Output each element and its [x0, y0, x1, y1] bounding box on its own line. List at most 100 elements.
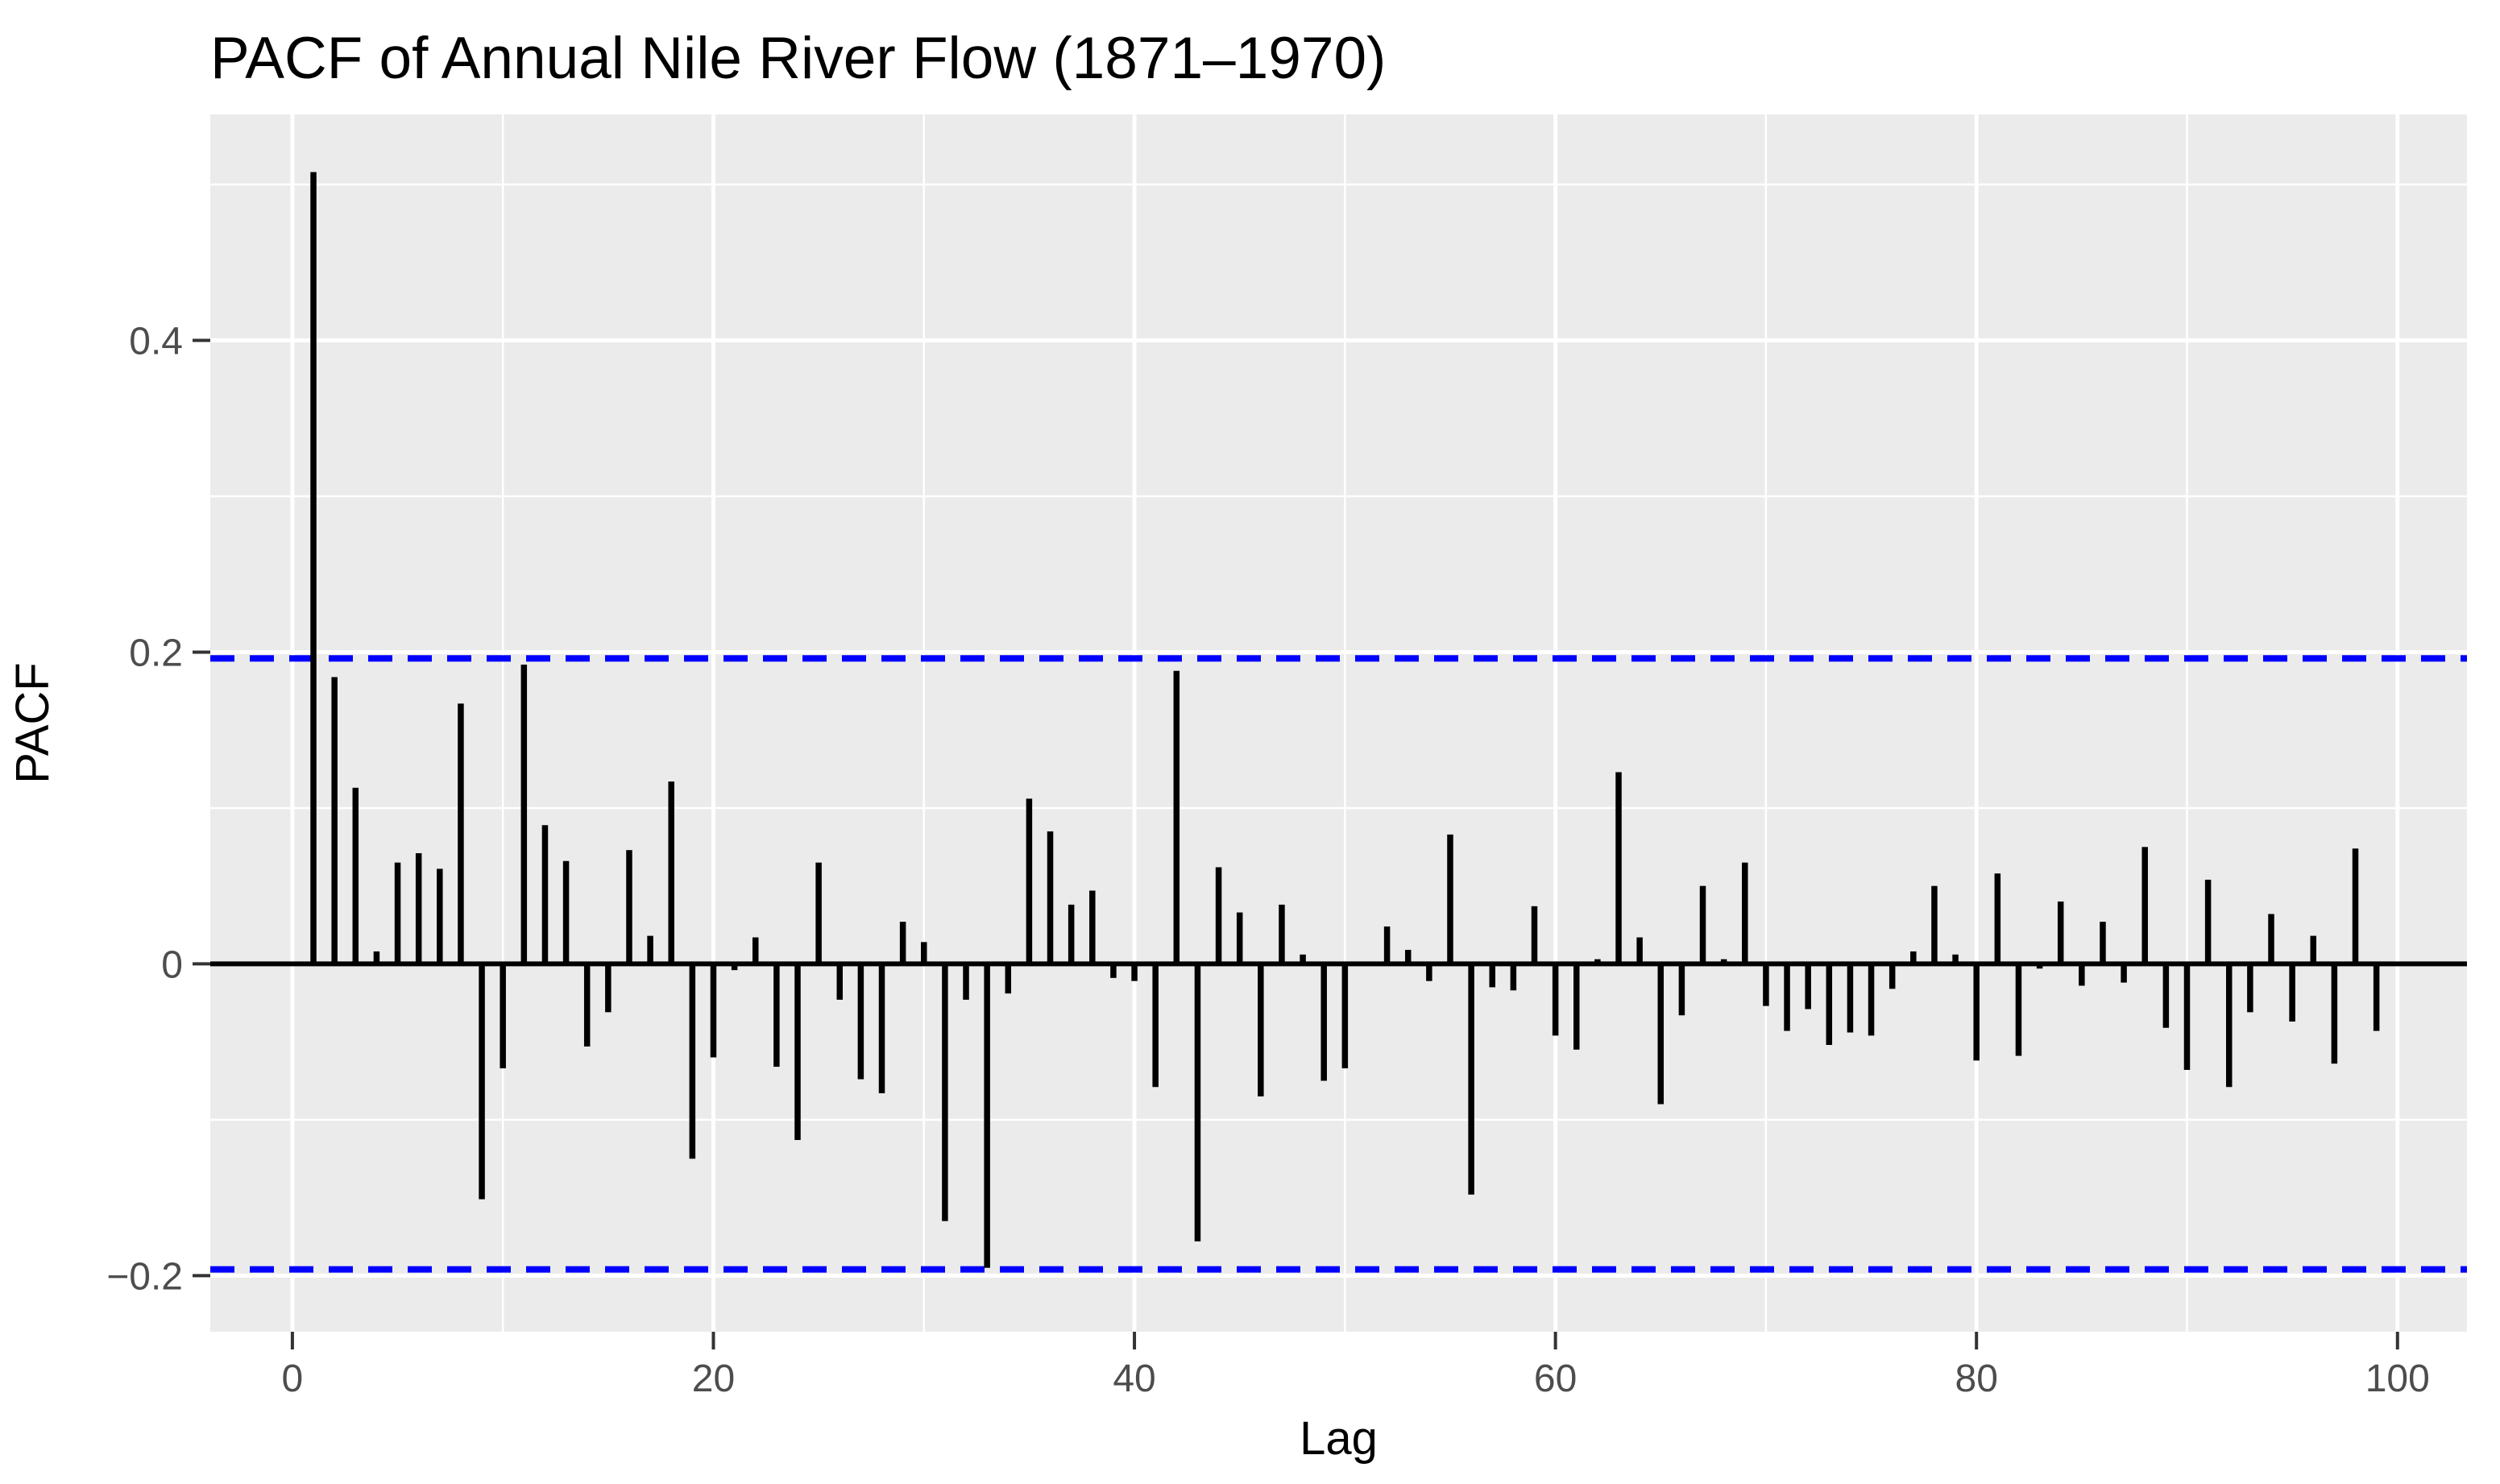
pacf-bar: [1068, 904, 1075, 964]
x-tick-label: 80: [1955, 1358, 1998, 1400]
pacf-bar: [899, 922, 906, 964]
minor-gridlines: [210, 114, 2467, 1332]
pacf-bar: [1805, 964, 1811, 1009]
pacf-bar: [1047, 831, 1054, 964]
pacf-bar: [1931, 885, 1938, 964]
pacf-bar: [921, 942, 927, 964]
pacf-bars: [310, 172, 2380, 1268]
pacf-bar: [647, 935, 653, 964]
pacf-bar: [1636, 937, 1643, 964]
pacf-bar: [583, 964, 591, 1047]
pacf-bar: [1404, 949, 1412, 964]
pacf-bar: [1868, 964, 1875, 1036]
x-tick-label: 40: [1113, 1358, 1155, 1400]
pacf-bar: [1089, 890, 1096, 964]
pacf-bar: [815, 862, 822, 964]
pacf-bar: [1236, 912, 1243, 964]
pacf-bar: [794, 964, 801, 1141]
x-tick-label: 100: [2365, 1358, 2430, 1400]
pacf-bar: [942, 964, 948, 1221]
pacf-bar: [1952, 954, 1959, 964]
pacf-bar: [2100, 922, 2106, 964]
pacf-bar: [2057, 902, 2064, 964]
pacf-bar: [2289, 964, 2295, 1022]
x-tick-label: 20: [692, 1358, 735, 1400]
pacf-bar: [1447, 834, 1453, 964]
pacf-bar: [479, 964, 485, 1200]
pacf-bar: [1468, 964, 1474, 1195]
pacf-bar: [1657, 964, 1665, 1105]
pacf-bar: [1005, 964, 1012, 994]
pacf-bar: [1510, 964, 1517, 991]
pacf-bar: [2015, 964, 2022, 1056]
pacf-bar: [373, 951, 380, 964]
pacf-bar: [1531, 906, 1538, 964]
pacf-bar: [394, 862, 401, 964]
pacf-bar: [1320, 964, 1327, 1081]
pacf-bar: [458, 703, 464, 964]
pacf-bar: [2204, 879, 2212, 964]
pacf-bar: [857, 964, 864, 1080]
pacf-bar: [1215, 867, 1222, 964]
pacf-bar: [984, 964, 990, 1268]
pacf-bar: [2036, 964, 2043, 969]
x-tick-label: 0: [282, 1358, 304, 1400]
pacf-bar: [2373, 964, 2380, 1031]
pacf-bar: [352, 787, 359, 964]
pacf-bar: [710, 964, 717, 1058]
pacf-bar: [2225, 964, 2233, 1088]
pacf-bar: [689, 964, 696, 1159]
pacf-bar: [1720, 959, 1727, 964]
pacf-bar: [437, 868, 443, 964]
pacf-bar: [1847, 964, 1854, 1033]
y-tick-label: 0: [161, 943, 183, 986]
pacf-bar: [1258, 964, 1264, 1096]
pacf-bar: [1173, 670, 1180, 964]
pacf-bar: [752, 937, 759, 964]
pacf-bar: [2247, 964, 2253, 1013]
x-tick-label: 60: [1534, 1358, 1577, 1400]
pacf-bar: [2183, 964, 2191, 1070]
chart-title: PACF of Annual Nile River Flow (1871–197…: [210, 26, 1386, 91]
pacf-bar: [1826, 964, 1833, 1046]
pacf-bar: [1573, 964, 1580, 1050]
pacf-bar: [520, 664, 528, 964]
x-axis-title: Lag: [1300, 1412, 1378, 1465]
y-tick-label: 0.4: [129, 321, 183, 363]
pacf-bar: [1131, 964, 1138, 981]
y-axis-title: PACF: [6, 662, 59, 783]
pacf-bar: [1110, 964, 1117, 978]
axis-tick-labels: 0 20 40 60 80 100 −0.2 0 0.2 0.4: [106, 321, 2430, 1400]
pacf-bar: [1362, 962, 1370, 964]
pacf-bar: [1279, 904, 1285, 964]
pacf-bar: [2079, 964, 2085, 986]
pacf-bar: [1552, 964, 1559, 1036]
pacf-bar: [1784, 964, 1790, 1031]
pacf-bar: [562, 860, 570, 964]
pacf-bar: [1973, 964, 1980, 1061]
pacf-bar: [1426, 964, 1432, 981]
pacf-bar: [1341, 964, 1349, 1069]
pacf-bar: [1194, 964, 1201, 1242]
pacf-bar: [963, 964, 969, 1000]
y-tick-label: 0.2: [129, 632, 183, 674]
plot-panel: [210, 114, 2467, 1332]
pacf-bar: [1026, 798, 1033, 964]
pacf-bar: [1910, 951, 1917, 964]
pacf-bar: [836, 964, 843, 1000]
pacf-bar: [2352, 848, 2359, 964]
pacf-bar: [1763, 964, 1769, 1006]
pacf-bar: [2331, 964, 2338, 1064]
pacf-bar: [2141, 847, 2148, 964]
pacf-bar: [773, 964, 780, 1067]
pacf-bar: [500, 964, 506, 1069]
pacf-bar: [1594, 959, 1601, 964]
axis-tick-marks: [193, 338, 2399, 1349]
pacf-bar: [1742, 862, 1748, 964]
pacf-bar: [878, 964, 885, 1093]
pacf-bar: [1383, 926, 1391, 964]
pacf-bar: [2310, 935, 2317, 964]
pacf-bar: [668, 781, 674, 964]
